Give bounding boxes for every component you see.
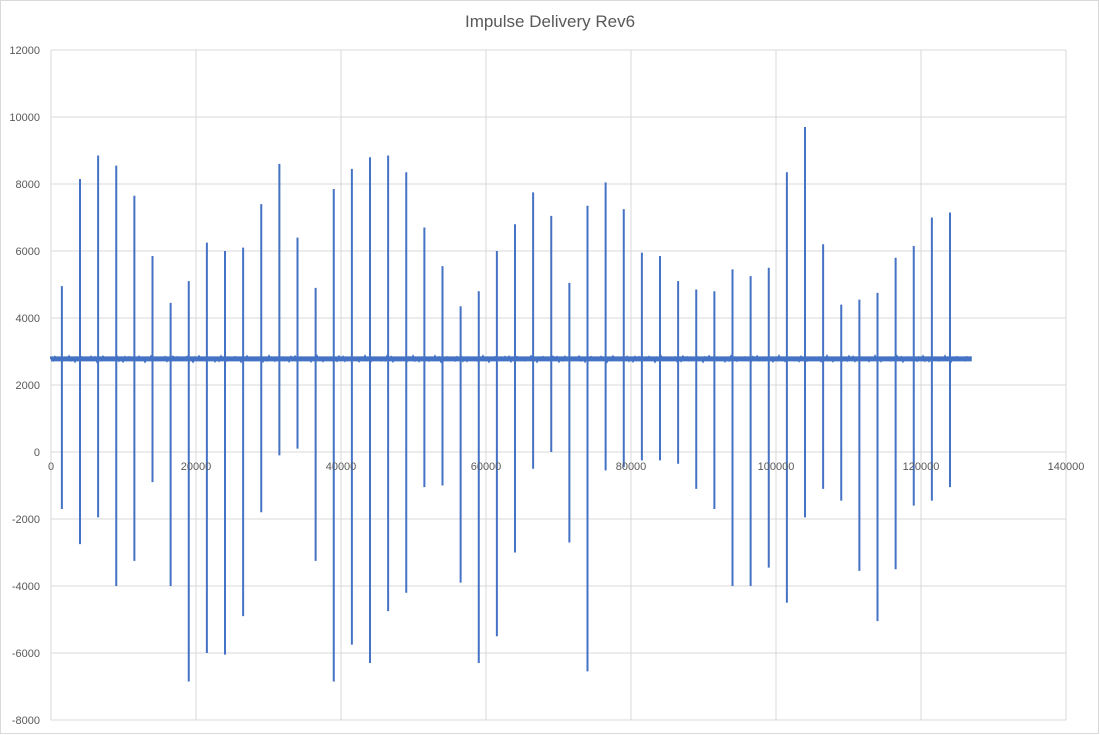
y-tick-label: 8000 bbox=[16, 179, 40, 191]
baseline-noise bbox=[50, 354, 972, 364]
y-tick-label: 4000 bbox=[16, 313, 40, 325]
y-tick-label: 6000 bbox=[16, 246, 40, 258]
x-tick-label: 0 bbox=[48, 461, 54, 473]
chart-title: Impulse Delivery Rev6 bbox=[464, 12, 636, 31]
axes bbox=[50, 451, 1067, 457]
y-tick-label: 2000 bbox=[16, 380, 40, 392]
x-tick-label: 60000 bbox=[471, 461, 502, 473]
y-tick-label: -6000 bbox=[12, 648, 40, 660]
series-impulses bbox=[50, 127, 972, 682]
y-tick-label: -8000 bbox=[12, 715, 40, 727]
y-tick-label: -4000 bbox=[12, 581, 40, 593]
x-tick-label: 40000 bbox=[326, 461, 357, 473]
x-tick-label: 100000 bbox=[758, 461, 795, 473]
x-tick-label: 20000 bbox=[181, 461, 212, 473]
y-tick-label: 10000 bbox=[9, 112, 40, 124]
x-tick-label: 80000 bbox=[616, 461, 647, 473]
y-tick-label: 12000 bbox=[9, 45, 40, 57]
tick-labels: -8000 -6000 -4000 -2000 0 2000 4000 6000 8000 100… bbox=[9, 45, 1084, 727]
y-tick-label: -2000 bbox=[12, 514, 40, 526]
y-tick-label: 0 bbox=[34, 447, 40, 459]
x-tick-label: 140000 bbox=[1048, 461, 1085, 473]
x-tick-label: 120000 bbox=[903, 461, 940, 473]
